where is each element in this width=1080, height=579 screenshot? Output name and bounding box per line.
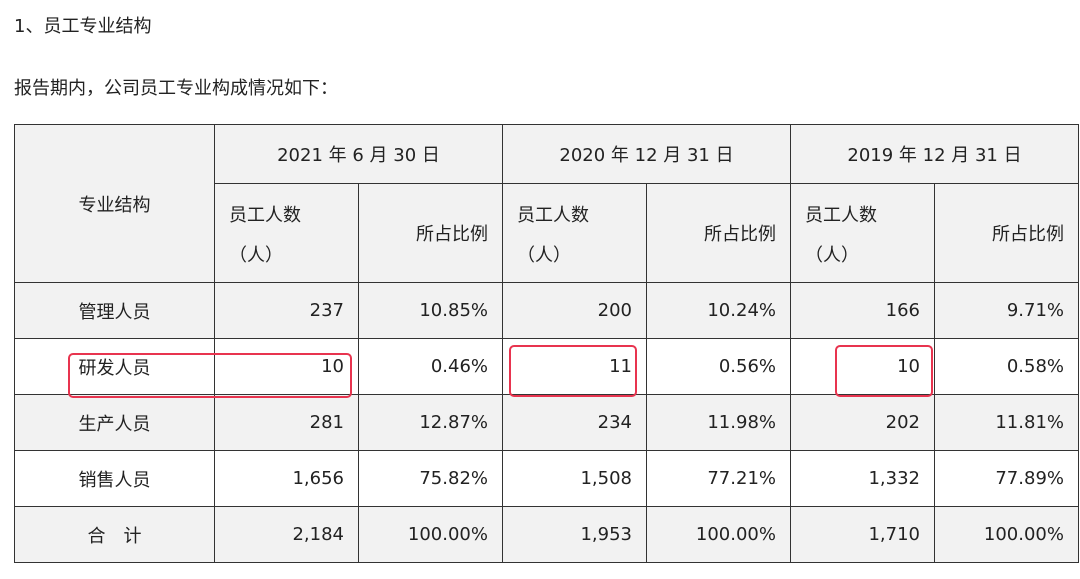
cell-ratio: 77.21% <box>646 450 791 507</box>
row-category: 生产人员 <box>14 394 215 451</box>
intro-text: 报告期内，公司员工专业构成情况如下： <box>14 78 338 99</box>
highlight-box-rd-2020 <box>509 345 637 397</box>
header-period-2021: 2021 年 6 月 30 日 <box>214 124 503 184</box>
cell-count: 10 <box>214 338 359 395</box>
cell-count: 2,184 <box>214 506 359 563</box>
cell-count: 1,710 <box>790 506 935 563</box>
row-category: 管理人员 <box>14 282 215 339</box>
header-count: 员工人数 （人） <box>214 183 359 283</box>
cell-count: 234 <box>502 394 647 451</box>
cell-count: 1,656 <box>214 450 359 507</box>
cell-count: 237 <box>214 282 359 339</box>
cell-count: 10 <box>790 338 935 395</box>
cell-ratio: 9.71% <box>934 282 1079 339</box>
cell-ratio: 0.46% <box>358 338 503 395</box>
header-period-2020: 2020 年 12 月 31 日 <box>502 124 791 184</box>
table-row: 销售人员 1,656 75.82% 1,508 77.21% 1,332 77.… <box>14 450 1079 507</box>
cell-count: 166 <box>790 282 935 339</box>
table-row-total: 合 计 2,184 100.00% 1,953 100.00% 1,710 10… <box>14 506 1079 563</box>
header-count: 员工人数 （人） <box>502 183 647 283</box>
section-heading: 1、员工专业结构 <box>14 16 152 37</box>
table-row: 生产人员 281 12.87% 234 11.98% 202 11.81% <box>14 394 1079 451</box>
cell-count: 11 <box>502 338 647 395</box>
table-row: 管理人员 237 10.85% 200 10.24% 166 9.71% <box>14 282 1079 339</box>
cell-ratio: 0.56% <box>646 338 791 395</box>
cell-count: 200 <box>502 282 647 339</box>
cell-count: 202 <box>790 394 935 451</box>
employee-structure-table: 专业结构 2021 年 6 月 30 日 2020 年 12 月 31 日 20… <box>14 124 1079 563</box>
header-row-periods: 专业结构 2021 年 6 月 30 日 2020 年 12 月 31 日 20… <box>14 124 1079 283</box>
cell-count: 1,332 <box>790 450 935 507</box>
cell-ratio: 100.00% <box>646 506 791 563</box>
cell-ratio: 100.00% <box>358 506 503 563</box>
cell-ratio: 0.58% <box>934 338 1079 395</box>
cell-ratio: 100.00% <box>934 506 1079 563</box>
header-period-2019: 2019 年 12 月 31 日 <box>790 124 1079 184</box>
cell-ratio: 10.85% <box>358 282 503 339</box>
cell-ratio: 77.89% <box>934 450 1079 507</box>
highlight-box-rd-2021 <box>68 353 352 398</box>
header-row-columns: 员工人数 （人） 所占比例 员工人数 （人） 所占比例 员工人数 （人） 所占比例 <box>15 183 1079 283</box>
cell-ratio: 11.98% <box>646 394 791 451</box>
cell-ratio: 75.82% <box>358 450 503 507</box>
cell-ratio: 11.81% <box>934 394 1079 451</box>
cell-ratio: 10.24% <box>646 282 791 339</box>
row-category: 合 计 <box>14 506 215 563</box>
row-category: 研发人员 <box>14 338 215 395</box>
cell-count: 1,953 <box>502 506 647 563</box>
cell-count: 281 <box>214 394 359 451</box>
header-ratio: 所占比例 <box>358 183 503 283</box>
highlight-box-rd-2019 <box>835 345 933 397</box>
header-ratio: 所占比例 <box>646 183 791 283</box>
header-ratio: 所占比例 <box>934 183 1079 283</box>
cell-count: 1,508 <box>502 450 647 507</box>
cell-ratio: 12.87% <box>358 394 503 451</box>
header-count: 员工人数 （人） <box>790 183 935 283</box>
table-row: 研发人员 10 0.46% 11 0.56% 10 0.58% <box>14 338 1079 395</box>
row-category: 销售人员 <box>14 450 215 507</box>
header-struct: 专业结构 <box>14 124 215 283</box>
